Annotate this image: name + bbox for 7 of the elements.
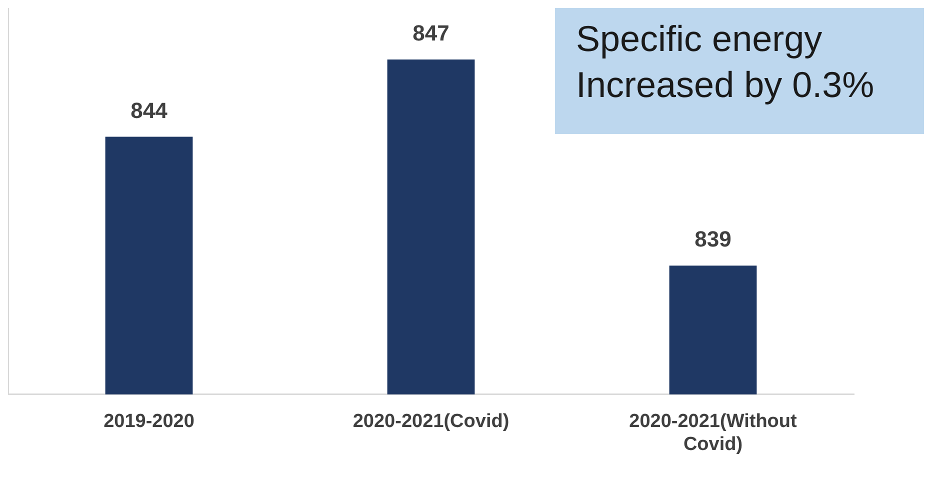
x-tick-label: 2019-2020 <box>104 411 194 432</box>
x-tick-label: 2020-2021(Covid) <box>352 411 510 432</box>
x-tick-label: 2020-2021(Without Covid) <box>629 411 798 455</box>
data-label: 847 <box>412 20 450 46</box>
data-label: 844 <box>130 98 168 123</box>
annotation: Specific energy Increased by 0.3% <box>555 8 924 134</box>
data-label: 839 <box>694 226 732 252</box>
